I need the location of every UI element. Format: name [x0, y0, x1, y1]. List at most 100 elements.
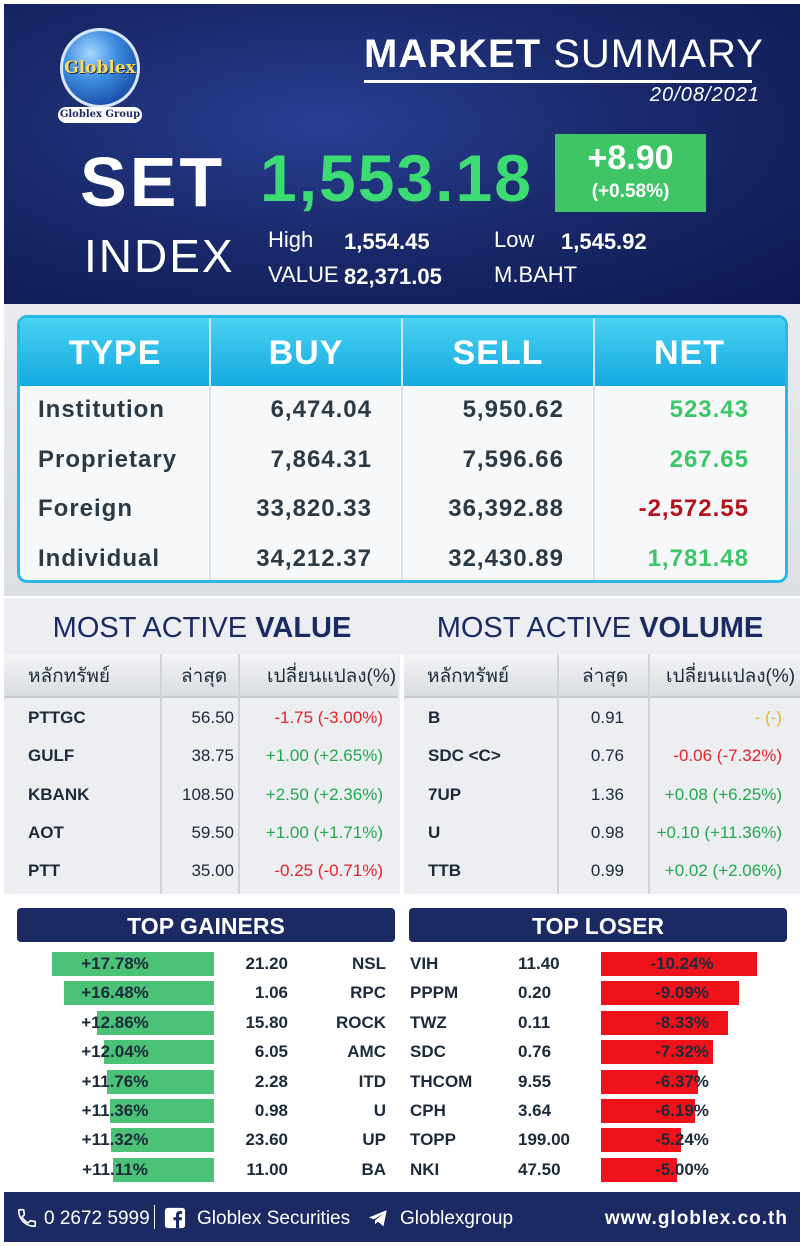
gainer-bar — [111, 1128, 214, 1152]
loser-bar — [601, 1070, 698, 1094]
header-banner: Globlex Globlex Group MARKET SUMMARY 20/… — [4, 4, 800, 304]
last-price: 38.75 — [191, 746, 234, 765]
most-active-volume-title-light: MOST ACTIVE — [436, 612, 632, 644]
gainer-price: 23.60 — [245, 1130, 288, 1149]
loser-bar — [601, 1099, 695, 1123]
title-rest: SUMMARY — [553, 32, 764, 76]
loser-price: 0.76 — [518, 1042, 552, 1061]
change: +1.00 (+2.65%) — [265, 746, 383, 765]
gainer-symbol: ROCK — [335, 1013, 386, 1032]
most-active-volume-title-bold: VOLUME — [639, 612, 764, 644]
logo-word: Globlex — [64, 58, 136, 78]
gainer-bar — [110, 1099, 214, 1123]
facebook-icon — [164, 1207, 186, 1229]
change: -0.25 (-0.71%) — [274, 861, 383, 880]
gainer-bar — [97, 1011, 214, 1035]
index-change-pct: (+0.58%) — [591, 181, 670, 202]
loser-pct: -5.00% — [655, 1160, 709, 1179]
sell-value: 32,430.89 — [448, 545, 564, 572]
last-price: 0.98 — [590, 823, 624, 842]
change: +1.00 (+1.71%) — [265, 823, 383, 842]
loser-bar — [601, 1128, 681, 1152]
footer-facebook[interactable]: Globlex Securities — [197, 1208, 351, 1229]
column-divider — [648, 654, 650, 894]
gainer-pct: +12.04% — [81, 1042, 149, 1061]
last-price: 0.91 — [590, 708, 624, 727]
footer-telegram[interactable]: Globlexgroup — [400, 1208, 514, 1229]
symbol: AOT — [28, 823, 64, 842]
column-divider — [238, 654, 240, 894]
gainer-price: 2.28 — [254, 1072, 288, 1091]
type-name: Institution — [38, 396, 165, 423]
gainer-price: 11.00 — [246, 1160, 288, 1179]
header-symbol: หลักทรัพย์ — [28, 666, 111, 687]
loser-pct: -6.19% — [655, 1101, 709, 1120]
investor-type-table: TYPE BUY SELL NET Institution 6,474.04 5… — [17, 315, 788, 583]
loser-symbol: CPH — [410, 1101, 446, 1120]
gainer-symbol: NSL — [352, 954, 386, 973]
volume-column-header — [402, 654, 800, 698]
title-bold: MARKET — [364, 32, 542, 76]
low-label: Low — [494, 227, 535, 252]
loser-symbol: PPPM — [410, 983, 459, 1002]
gainer-pct: +11.36% — [81, 1101, 149, 1120]
gainer-pct: +11.32% — [81, 1130, 149, 1149]
symbol: B — [428, 708, 441, 727]
loser-symbol: TOPP — [410, 1130, 456, 1149]
globlex-logo[interactable]: Globlex Globlex Group — [54, 28, 146, 126]
change: -1.75 (-3.00%) — [274, 708, 383, 727]
change: +0.08 (+6.25%) — [664, 785, 782, 804]
change: +0.02 (+2.06%) — [664, 861, 782, 880]
last-price: 56.50 — [191, 708, 234, 727]
header-last: ล่าสุด — [582, 666, 629, 687]
sell-value: 36,392.88 — [448, 495, 564, 522]
gainer-bar — [107, 1070, 214, 1094]
loser-pct: -10.24% — [650, 954, 714, 973]
footer-website[interactable]: www.globlex.co.th — [604, 1208, 788, 1229]
title-underline — [364, 80, 752, 83]
gainer-price: 21.20 — [245, 954, 288, 973]
section-divider — [400, 654, 404, 894]
col-sell: SELL — [452, 334, 544, 372]
gainer-bar — [64, 981, 214, 1005]
symbol: U — [428, 823, 441, 842]
column-divider — [557, 654, 559, 894]
type-name: Proprietary — [38, 446, 178, 473]
loser-pct: -6.37% — [655, 1072, 709, 1091]
col-type: TYPE — [68, 334, 162, 372]
header-change: เปลี่ยนแปลง(%) — [666, 666, 796, 687]
gainer-symbol: ITD — [358, 1072, 386, 1091]
col-divider — [209, 318, 211, 580]
symbol: KBANK — [28, 785, 90, 804]
loser-price: 3.64 — [518, 1101, 552, 1120]
buy-value: 7,864.31 — [270, 446, 372, 473]
index-change-badge: +8.90 (+0.58%) — [555, 134, 706, 212]
gainer-symbol: UP — [362, 1130, 386, 1149]
symbol: GULF — [28, 746, 75, 765]
table-row: Individual 34,212.37 32,430.89 1,781.48 — [20, 534, 785, 580]
gainer-pct: +12.86% — [81, 1013, 149, 1032]
type-name: Individual — [38, 545, 161, 572]
index-change: +8.90 — [587, 139, 674, 177]
buy-value: 33,820.33 — [256, 495, 372, 522]
value-amount: 82,371.05 — [344, 264, 442, 289]
unit-label: M.BAHT — [494, 262, 578, 287]
last-price: 0.99 — [590, 861, 624, 880]
buy-value: 34,212.37 — [256, 545, 372, 572]
symbol: PTT — [28, 861, 61, 880]
last-price: 1.36 — [590, 785, 624, 804]
footer: 0 2672 5999 Globlex Securities Globlexgr… — [4, 1192, 800, 1242]
gainer-pct: +11.11% — [82, 1160, 148, 1179]
loser-price: 47.50 — [518, 1160, 561, 1179]
high-value: 1,554.45 — [344, 229, 430, 254]
loser-bar — [601, 1011, 728, 1035]
gainer-price: 6.05 — [254, 1042, 288, 1061]
loser-bar — [601, 981, 739, 1005]
last-price: 108.50 — [182, 785, 234, 804]
loser-symbol: NKI — [410, 1160, 440, 1179]
footer-phone[interactable]: 0 2672 5999 — [44, 1208, 150, 1229]
most-active-value-title-bold: VALUE — [255, 612, 352, 644]
most-active-volume-title: MOST ACTIVE VOLUME — [400, 598, 800, 654]
high-label: High — [268, 227, 314, 252]
sell-value: 7,596.66 — [462, 446, 564, 473]
